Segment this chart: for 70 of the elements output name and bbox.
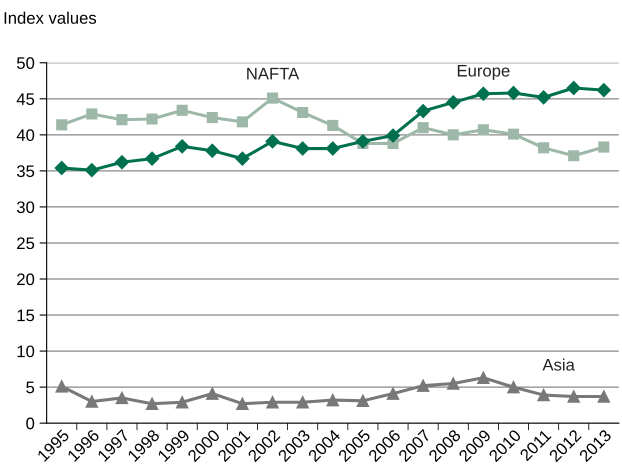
point <box>296 141 310 156</box>
point <box>176 396 188 408</box>
point <box>206 387 219 400</box>
point <box>386 128 400 143</box>
point <box>536 90 551 104</box>
point <box>598 142 610 153</box>
y-tick-label: 20 <box>17 273 34 286</box>
point <box>568 150 580 162</box>
point <box>146 113 158 125</box>
point <box>116 392 128 404</box>
point <box>567 390 580 403</box>
y-tick-label: 50 <box>16 57 34 69</box>
point <box>235 152 250 166</box>
point <box>356 394 370 408</box>
point <box>86 108 98 120</box>
series-label: Europe <box>458 64 510 80</box>
point <box>266 92 278 104</box>
point <box>596 83 611 98</box>
point <box>144 152 160 166</box>
point <box>84 163 99 178</box>
point <box>55 380 68 393</box>
point <box>356 134 370 148</box>
point <box>508 128 520 140</box>
y-axis-title: Index values <box>4 12 96 24</box>
point <box>54 160 69 176</box>
point <box>116 114 128 126</box>
point <box>86 395 98 408</box>
point <box>446 95 460 110</box>
point <box>506 86 521 100</box>
point <box>418 122 429 134</box>
y-tick-label: 5 <box>26 382 34 394</box>
y-tick-label: 35 <box>16 165 34 178</box>
point <box>296 396 309 408</box>
point <box>538 142 550 154</box>
point <box>507 380 520 394</box>
point <box>327 120 338 132</box>
y-tick-label: 30 <box>16 201 34 214</box>
point <box>476 86 490 101</box>
point <box>566 80 581 96</box>
point <box>266 396 279 408</box>
point <box>205 144 220 158</box>
point <box>478 124 489 136</box>
y-tick-label: 0 <box>26 418 34 430</box>
point <box>448 129 459 140</box>
point <box>236 397 249 410</box>
point <box>56 119 68 130</box>
point <box>326 141 340 156</box>
point <box>114 155 130 170</box>
point <box>146 397 158 410</box>
y-tick-label: 45 <box>16 93 34 106</box>
point <box>416 379 430 392</box>
point <box>326 394 340 406</box>
y-tick-label: 10 <box>18 345 34 358</box>
point <box>537 388 550 402</box>
point <box>265 134 280 148</box>
y-tick-label: 40 <box>16 129 34 142</box>
series-label: Asia <box>542 358 575 371</box>
y-tick-label: 15 <box>18 310 34 322</box>
point <box>176 104 188 116</box>
point <box>446 377 460 390</box>
point <box>206 112 218 124</box>
point <box>297 106 308 118</box>
y-tick-label: 25 <box>17 237 34 250</box>
point <box>477 371 490 384</box>
point <box>175 139 190 154</box>
point <box>236 116 248 128</box>
series-label: NAFTA <box>247 68 300 80</box>
point <box>416 104 430 118</box>
point <box>598 390 610 403</box>
point <box>386 387 400 400</box>
